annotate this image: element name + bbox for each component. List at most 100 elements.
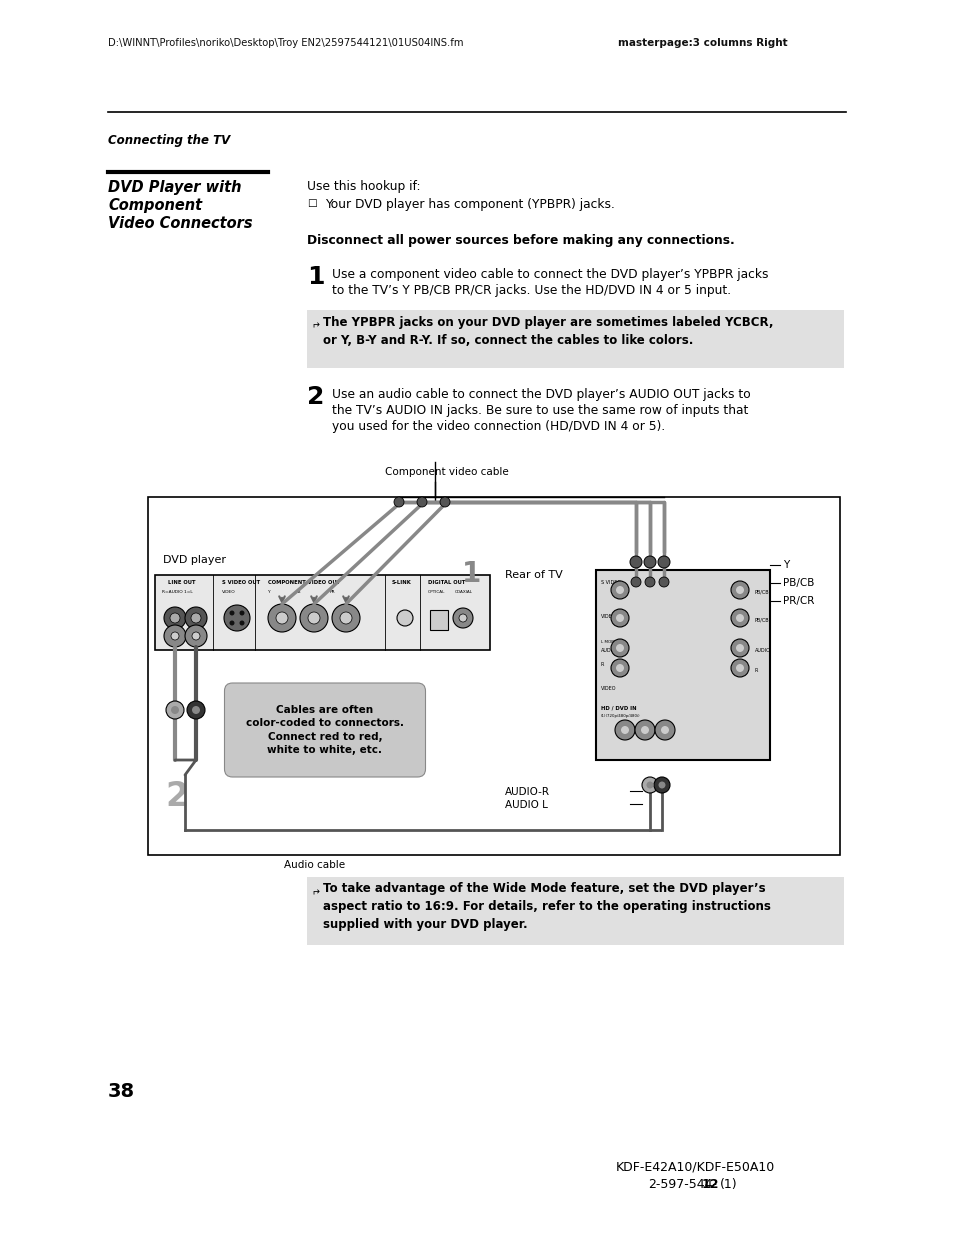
Text: PB/CB: PB/CB [754, 618, 769, 622]
Bar [430, 610, 448, 630]
Text: 2-597-544-: 2-597-544- [647, 1178, 717, 1191]
Circle shape [610, 580, 628, 599]
Text: Disconnect all power sources before making any connections.: Disconnect all power sources before maki… [307, 233, 734, 247]
Text: 2: 2 [165, 781, 188, 813]
Text: OPTICAL: OPTICAL [428, 590, 445, 594]
Text: VIDEO: VIDEO [600, 685, 616, 692]
Text: S-LINK: S-LINK [392, 580, 412, 585]
Circle shape [185, 625, 207, 647]
Circle shape [655, 720, 675, 740]
Text: Use this hookup if:: Use this hookup if: [307, 180, 420, 193]
Text: DVD Player with: DVD Player with [108, 180, 241, 195]
Text: Cables are often
color-coded to connectors.
Connect red to red,
white to white, : Cables are often color-coded to connecto… [246, 705, 403, 755]
Text: The YPBPR jacks on your DVD player are sometimes labeled YCBCR,
or Y, B-Y and R-: The YPBPR jacks on your DVD player are s… [323, 316, 773, 347]
Circle shape [164, 606, 186, 629]
Circle shape [730, 659, 748, 677]
Text: the TV’s AUDIO IN jacks. Be sure to use the same row of inputs that: the TV’s AUDIO IN jacks. Be sure to use … [332, 404, 747, 417]
Text: 38: 38 [108, 1082, 135, 1100]
Circle shape [224, 605, 250, 631]
Circle shape [332, 604, 359, 632]
Text: To take advantage of the Wide Mode feature, set the DVD player’s
aspect ratio to: To take advantage of the Wide Mode featu… [323, 882, 770, 931]
Circle shape [643, 556, 656, 568]
Text: R=AUDIO 1=L: R=AUDIO 1=L [162, 590, 193, 594]
Text: masterpage:3 columns Right: masterpage:3 columns Right [618, 38, 787, 48]
Circle shape [191, 613, 201, 622]
Circle shape [735, 664, 743, 672]
Text: Y: Y [782, 559, 788, 571]
Circle shape [239, 620, 244, 625]
Circle shape [644, 577, 655, 587]
Text: Use a component video cable to connect the DVD player’s YPBPR jacks: Use a component video cable to connect t… [332, 268, 768, 282]
Text: 2: 2 [307, 385, 324, 409]
Text: ↵: ↵ [311, 317, 319, 327]
Text: AUDIO: AUDIO [600, 648, 617, 653]
Circle shape [453, 608, 473, 629]
Circle shape [616, 585, 623, 594]
Circle shape [458, 614, 467, 622]
Circle shape [620, 726, 628, 734]
Circle shape [187, 701, 205, 719]
Text: to the TV’s Y PB/CB PR/CR jacks. Use the HD/DVD IN 4 or 5 input.: to the TV’s Y PB/CB PR/CR jacks. Use the… [332, 284, 730, 296]
Circle shape [616, 664, 623, 672]
Circle shape [275, 613, 288, 624]
Text: ↵: ↵ [311, 884, 319, 894]
Text: □: □ [307, 198, 316, 207]
Text: (1): (1) [720, 1178, 737, 1191]
Circle shape [641, 777, 658, 793]
Circle shape [640, 726, 648, 734]
Circle shape [171, 706, 179, 714]
Text: Use an audio cable to connect the DVD player’s AUDIO OUT jacks to: Use an audio cable to connect the DVD pl… [332, 388, 750, 401]
Text: Audio cable: Audio cable [284, 860, 345, 869]
Circle shape [610, 638, 628, 657]
Circle shape [394, 496, 403, 508]
Circle shape [610, 609, 628, 627]
Text: Component video cable: Component video cable [385, 467, 508, 477]
Circle shape [659, 577, 668, 587]
Text: R: R [600, 662, 604, 667]
Circle shape [185, 606, 207, 629]
Text: Your DVD player has component (YPBPR) jacks.: Your DVD player has component (YPBPR) ja… [325, 198, 615, 211]
Text: DVD player: DVD player [163, 555, 226, 564]
Text: AUDIO L: AUDIO L [504, 800, 547, 810]
Text: L MONO: L MONO [600, 640, 617, 643]
Circle shape [646, 782, 653, 788]
Bar [307, 310, 843, 368]
Text: PB: PB [295, 590, 301, 594]
Circle shape [308, 613, 319, 624]
Circle shape [615, 720, 635, 740]
Circle shape [164, 625, 186, 647]
Circle shape [735, 585, 743, 594]
Circle shape [439, 496, 450, 508]
Bar [307, 877, 843, 945]
Bar [154, 576, 490, 650]
Circle shape [658, 782, 665, 788]
Text: 1: 1 [307, 266, 324, 289]
Text: D:\WINNT\Profiles\noriko\Desktop\Troy EN2\2597544121\01US04INS.fm: D:\WINNT\Profiles\noriko\Desktop\Troy EN… [108, 38, 463, 48]
Circle shape [735, 643, 743, 652]
Circle shape [239, 610, 244, 615]
Text: COMPONENT VIDEO OUT: COMPONENT VIDEO OUT [268, 580, 340, 585]
FancyBboxPatch shape [224, 683, 425, 777]
Circle shape [268, 604, 295, 632]
Circle shape [616, 614, 623, 622]
Circle shape [610, 659, 628, 677]
Circle shape [730, 580, 748, 599]
Text: R: R [754, 668, 758, 673]
Circle shape [230, 610, 234, 615]
Circle shape [230, 620, 234, 625]
Circle shape [416, 496, 427, 508]
Text: LINE OUT: LINE OUT [168, 580, 195, 585]
Text: PR/CR: PR/CR [782, 597, 814, 606]
Text: PB/CB: PB/CB [782, 578, 814, 588]
Bar [596, 571, 769, 760]
Circle shape [339, 613, 352, 624]
Text: AUDIO-R: AUDIO-R [504, 787, 550, 797]
Text: PB/CB: PB/CB [754, 590, 769, 595]
Text: Connecting the TV: Connecting the TV [108, 135, 230, 147]
Text: DIGITAL OUT: DIGITAL OUT [428, 580, 465, 585]
Circle shape [630, 577, 640, 587]
Text: 1: 1 [461, 559, 480, 588]
Text: you used for the video connection (HD/DVD IN 4 or 5).: you used for the video connection (HD/DV… [332, 420, 664, 433]
Circle shape [396, 610, 413, 626]
FancyBboxPatch shape [148, 496, 840, 855]
